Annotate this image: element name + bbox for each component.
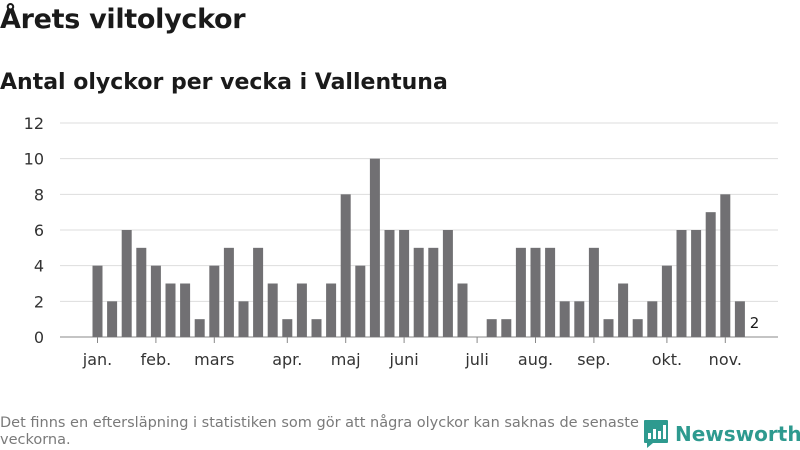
bar-week-9 xyxy=(209,265,220,337)
bar-week-30 xyxy=(515,247,526,337)
x-tick-label-jan: jan. xyxy=(82,350,112,369)
bar-week-42 xyxy=(691,230,702,337)
bar-week-39 xyxy=(647,301,658,337)
x-tick-label-juli: juli xyxy=(464,350,488,369)
weekly-accidents-bar-chart: 0 2 4 6 8 10 12 jan. feb. mars apr. maj juni juli aug… xyxy=(24,114,778,369)
chart-title: Årets viltolyckor xyxy=(0,4,246,35)
bar-week-41 xyxy=(676,230,687,337)
bar-week-21 xyxy=(384,230,395,337)
bar-week-24 xyxy=(428,247,439,337)
x-tick-label-feb: feb. xyxy=(141,350,172,369)
bar-week-44 xyxy=(720,194,731,337)
bar-week-10 xyxy=(223,247,234,337)
bar-week-3 xyxy=(121,230,132,337)
bar-week-5 xyxy=(150,265,161,337)
bar-week-17 xyxy=(326,283,337,337)
bar-week-14 xyxy=(282,319,293,337)
bar-week-1 xyxy=(92,265,103,337)
bar-week-15 xyxy=(296,283,307,337)
bar-week-4 xyxy=(136,247,147,337)
x-tick-label-nov: nov. xyxy=(709,350,742,369)
bar-week-22 xyxy=(399,230,410,337)
bar-week-32 xyxy=(545,247,556,337)
x-axis-month-labels: jan. feb. mars apr. maj juni juli aug. sep. okt. n… xyxy=(82,337,742,369)
bar-week-34 xyxy=(574,301,585,337)
bar-week-25 xyxy=(442,230,453,337)
bar-week-28 xyxy=(486,319,497,337)
bar-week-2 xyxy=(107,301,118,337)
x-tick-label-maj: maj xyxy=(331,350,361,369)
bar-week-45 xyxy=(734,301,745,337)
data-labels: 2 xyxy=(750,314,760,332)
bar-week-40 xyxy=(661,265,672,337)
bar-week-12 xyxy=(253,247,264,337)
bar-week-29 xyxy=(501,319,512,337)
y-tick-label: 6 xyxy=(34,221,44,240)
bar-week-7 xyxy=(180,283,191,337)
footnote: Det finns en eftersläpning i statistiken… xyxy=(0,415,639,448)
bar-week-26 xyxy=(457,283,468,337)
bar-week-31 xyxy=(530,247,541,337)
bar-week-37 xyxy=(618,283,629,337)
y-tick-label: 2 xyxy=(34,292,44,311)
bar-week-23 xyxy=(413,247,424,337)
bar-week-6 xyxy=(165,283,176,337)
bar-week-33 xyxy=(559,301,570,337)
bar-week-11 xyxy=(238,301,249,337)
bar-week-13 xyxy=(267,283,278,337)
bar-week-38 xyxy=(632,319,643,337)
highlight-data-label: 2 xyxy=(750,314,760,332)
bars xyxy=(92,158,745,337)
x-tick-label-apr: apr. xyxy=(272,350,302,369)
brand-logo[interactable]: Newsworthy xyxy=(643,418,800,450)
bar-week-35 xyxy=(588,247,599,337)
newsworthy-logo-icon xyxy=(644,420,668,448)
y-tick-label: 8 xyxy=(34,185,44,204)
bar-week-20 xyxy=(369,158,380,337)
x-tick-label-okt: okt. xyxy=(652,350,682,369)
bar-week-19 xyxy=(355,265,366,337)
bar-week-43 xyxy=(705,212,716,337)
chart-subtitle: Antal olyckor per vecka i Vallentuna xyxy=(0,70,448,95)
bar-week-8 xyxy=(194,319,205,337)
y-tick-label: 12 xyxy=(24,114,44,133)
y-axis-tick-labels: 0 2 4 6 8 10 12 xyxy=(24,114,44,347)
x-tick-label-sep: sep. xyxy=(577,350,610,369)
bar-week-16 xyxy=(311,319,322,337)
x-tick-label-mars: mars xyxy=(194,350,234,369)
x-tick-label-juni: juni xyxy=(389,350,419,369)
bar-week-18 xyxy=(340,194,351,337)
y-tick-label: 10 xyxy=(24,150,44,169)
brand-name: Newsworthy xyxy=(675,422,800,446)
bar-week-36 xyxy=(603,319,614,337)
y-tick-label: 0 xyxy=(34,328,44,347)
x-tick-label-aug: aug. xyxy=(518,350,553,369)
y-tick-label: 4 xyxy=(34,257,44,276)
